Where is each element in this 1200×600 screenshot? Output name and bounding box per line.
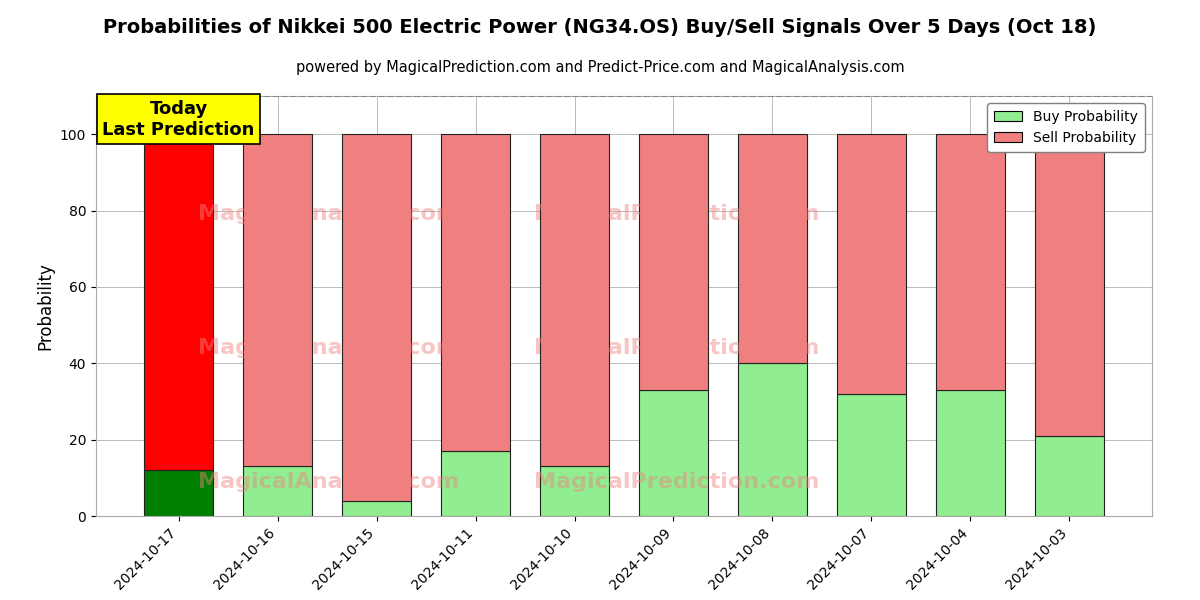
Bar <box>242 466 312 516</box>
Bar <box>1034 134 1104 436</box>
Bar <box>738 363 808 516</box>
Text: MagicalAnalysis.com: MagicalAnalysis.com <box>198 472 458 493</box>
Bar <box>836 394 906 516</box>
Text: MagicalPrediction.com: MagicalPrediction.com <box>534 472 820 493</box>
Bar <box>342 134 412 501</box>
Bar <box>144 134 214 470</box>
Bar <box>540 466 610 516</box>
Bar <box>242 134 312 466</box>
Text: Today
Last Prediction: Today Last Prediction <box>102 100 254 139</box>
Bar <box>936 134 1006 390</box>
Bar <box>638 390 708 516</box>
Y-axis label: Probability: Probability <box>36 262 54 350</box>
Bar <box>440 134 510 451</box>
X-axis label: Days: Days <box>604 599 644 600</box>
Bar <box>638 134 708 390</box>
Text: MagicalAnalysis.com: MagicalAnalysis.com <box>198 203 458 224</box>
Bar <box>936 390 1006 516</box>
Bar <box>144 470 214 516</box>
Text: MagicalPrediction.com: MagicalPrediction.com <box>534 203 820 224</box>
Bar <box>836 134 906 394</box>
Bar <box>1034 436 1104 516</box>
Bar <box>440 451 510 516</box>
Bar <box>342 501 412 516</box>
Text: MagicalPrediction.com: MagicalPrediction.com <box>534 338 820 358</box>
Text: powered by MagicalPrediction.com and Predict-Price.com and MagicalAnalysis.com: powered by MagicalPrediction.com and Pre… <box>295 60 905 75</box>
Text: Probabilities of Nikkei 500 Electric Power (NG34.OS) Buy/Sell Signals Over 5 Day: Probabilities of Nikkei 500 Electric Pow… <box>103 18 1097 37</box>
Legend: Buy Probability, Sell Probability: Buy Probability, Sell Probability <box>988 103 1145 152</box>
Bar <box>738 134 808 363</box>
Bar <box>540 134 610 466</box>
Text: MagicalAnalysis.com: MagicalAnalysis.com <box>198 338 458 358</box>
